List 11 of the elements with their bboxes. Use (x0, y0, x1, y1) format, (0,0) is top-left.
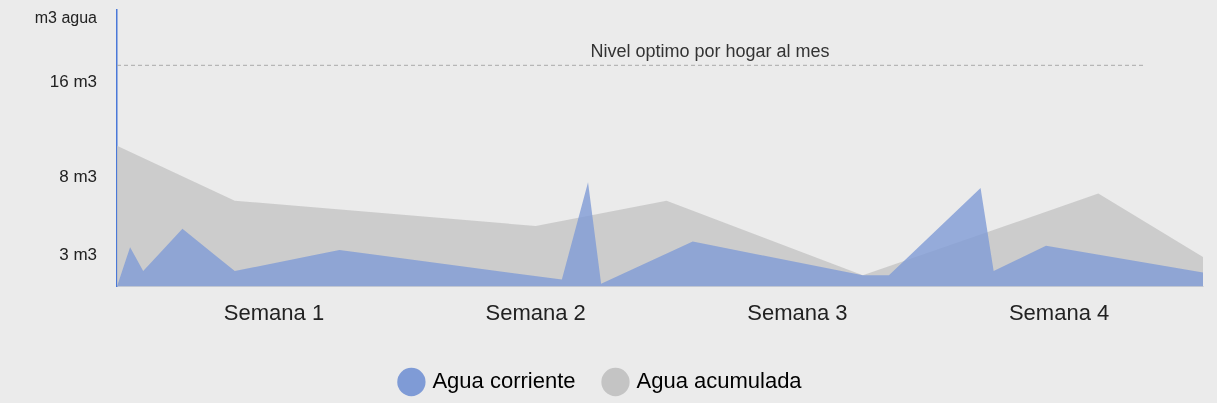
x-tick-label: Semana 1 (223, 299, 325, 325)
text: 8 m3 (59, 166, 97, 186)
x-tick-label: Semana 2 (485, 299, 586, 325)
ref-line-label: Nivel optimo por hogar al mes (590, 41, 830, 62)
legend-label: Agua corriente (432, 368, 576, 394)
x-tick-label: Semana 3 (747, 299, 848, 325)
text: 16 m3 (49, 72, 97, 92)
text: m3 agua (34, 8, 98, 26)
legend-label: Agua acumulada (636, 368, 803, 394)
text: 3 m3 (59, 245, 97, 265)
x-tick-label: Semana 4 (1008, 299, 1110, 325)
